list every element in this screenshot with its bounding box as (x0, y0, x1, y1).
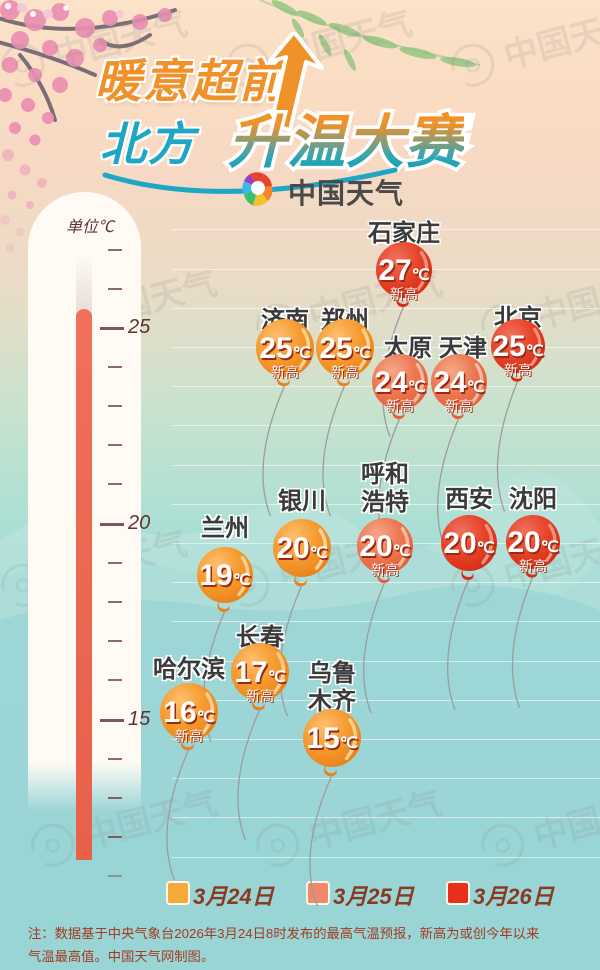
svg-text:新高: 新高 (246, 688, 274, 704)
svg-text:新高: 新高 (386, 398, 414, 414)
svg-text:新高: 新高 (271, 364, 299, 380)
svg-text:新高: 新高 (504, 362, 532, 378)
svg-text:新高: 新高 (175, 728, 203, 744)
svg-text:新高: 新高 (390, 286, 418, 302)
svg-text:新高: 新高 (445, 398, 473, 414)
svg-text:新高: 新高 (371, 562, 399, 578)
svg-text:新高: 新高 (519, 558, 547, 574)
